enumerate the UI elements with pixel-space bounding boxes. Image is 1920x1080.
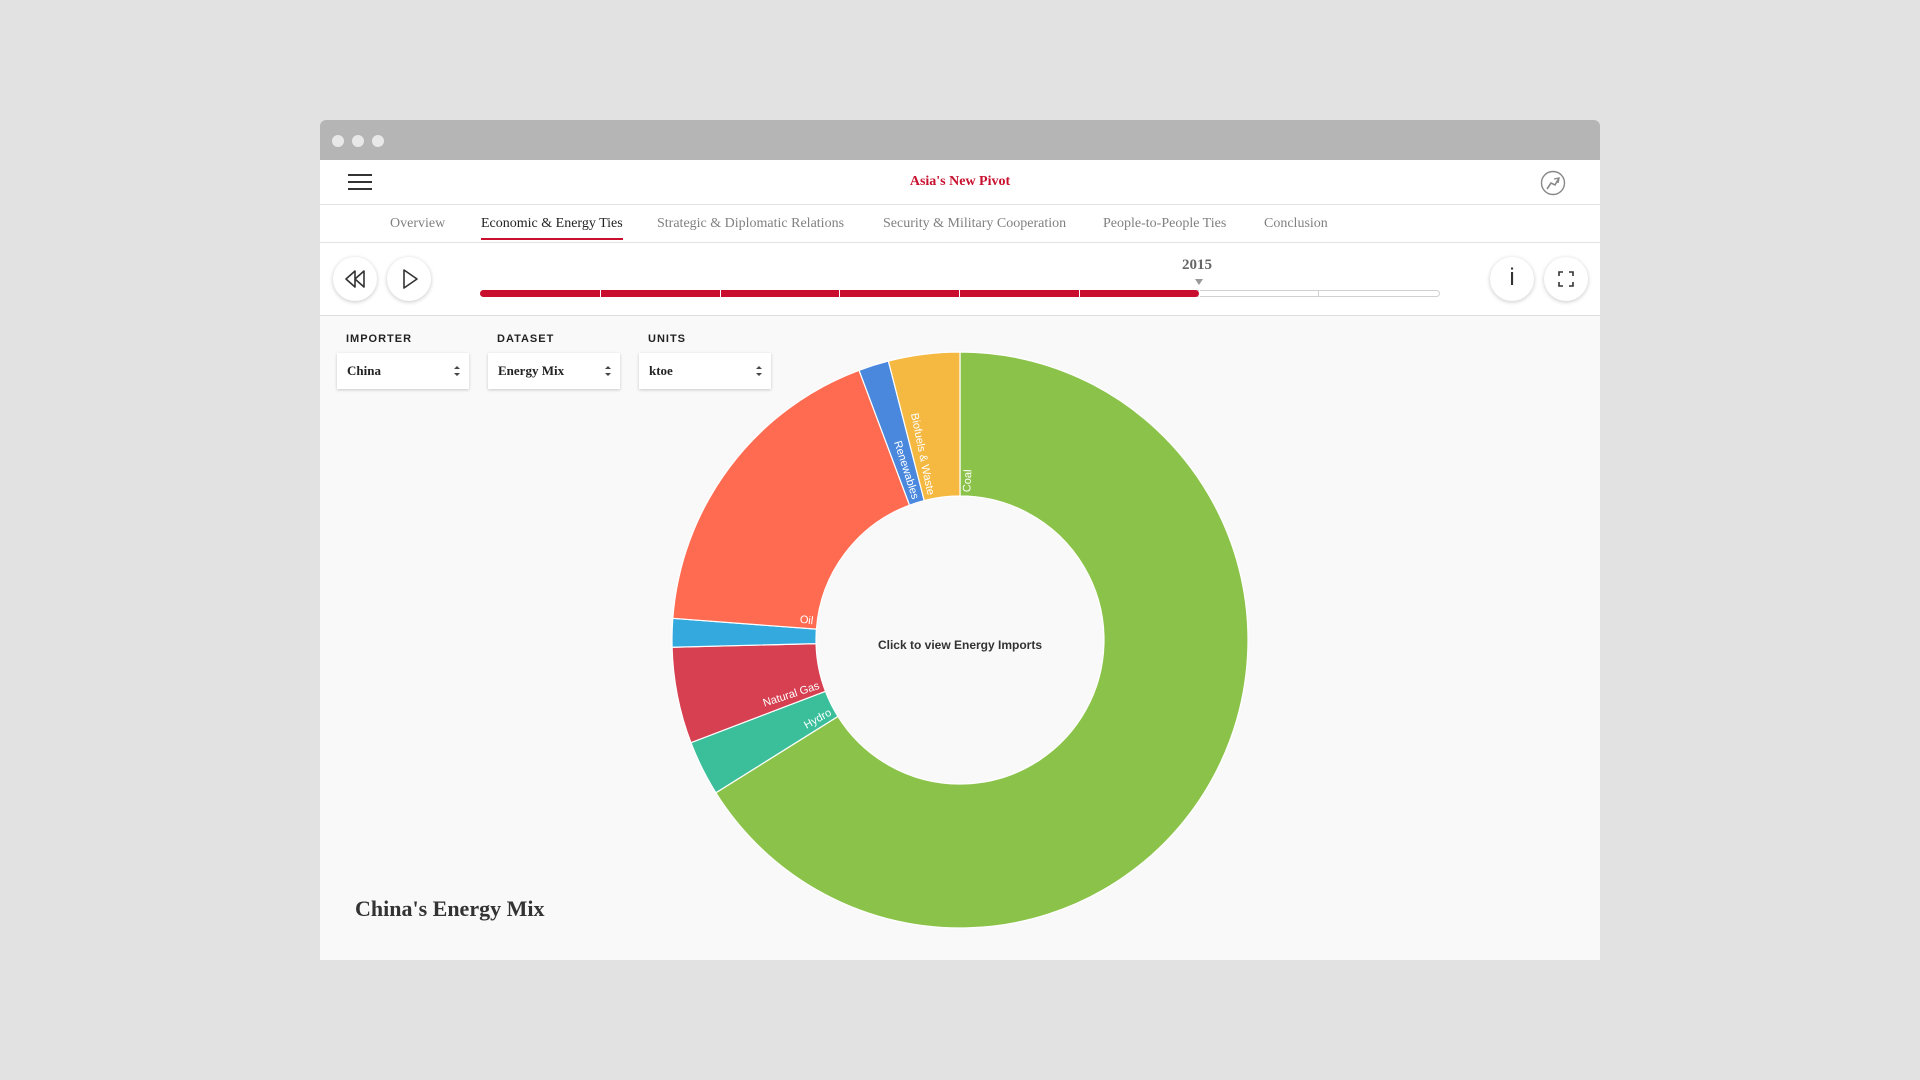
select-arrows-icon — [756, 366, 762, 376]
units-select[interactable]: ktoe — [639, 353, 771, 389]
tab-strategic-diplomatic-relations[interactable]: Strategic & Diplomatic Relations — [657, 216, 845, 231]
play-button[interactable] — [387, 257, 431, 301]
donut-slice[interactable] — [887, 351, 961, 502]
fullscreen-icon — [1558, 271, 1574, 287]
timeline-marker[interactable] — [1195, 279, 1203, 285]
tab-conclusion[interactable]: Conclusion — [1264, 216, 1328, 231]
donut-slice[interactable] — [672, 369, 911, 630]
section-tabs: Overview Economic & Energy Ties Strategi… — [320, 205, 1600, 243]
importer-label: IMPORTER — [346, 333, 413, 345]
chart-title: China's Energy Mix — [355, 896, 545, 921]
playback-controls: 2015 i — [320, 243, 1600, 316]
play-icon — [403, 269, 418, 289]
hamburger-icon[interactable] — [348, 172, 372, 192]
slice-label: Coal — [961, 469, 974, 492]
browser-window: Asia's New Pivot Overview Economic & Ene… — [320, 120, 1600, 960]
fullscreen-button[interactable] — [1544, 257, 1588, 301]
info-button[interactable]: i — [1490, 257, 1534, 301]
slice-label: Oil — [799, 614, 814, 628]
top-bar: Asia's New Pivot — [320, 160, 1600, 205]
info-icon: i — [1509, 264, 1515, 291]
timeline-tick — [1199, 290, 1200, 297]
window-dot[interactable] — [352, 135, 364, 147]
dataset-value: Energy Mix — [498, 363, 565, 378]
tab-people-to-people-ties[interactable]: People-to-People Ties — [1103, 216, 1227, 231]
units-value: ktoe — [649, 363, 673, 378]
chart-area: IMPORTER China DATASET Energy Mix UNITS … — [320, 316, 1600, 960]
tab-overview[interactable]: Overview — [390, 216, 446, 231]
timeline-slider[interactable] — [480, 290, 1440, 297]
rewind-button[interactable] — [333, 257, 377, 301]
select-arrows-icon — [454, 366, 460, 376]
timeline-tick — [600, 290, 601, 297]
select-arrows-icon — [605, 366, 611, 376]
units-label: UNITS — [648, 333, 686, 345]
donut-center-label[interactable]: Click to view Energy Imports — [877, 638, 1043, 652]
dataset-label: DATASET — [497, 333, 555, 345]
importer-value: China — [347, 363, 381, 378]
dataset-select[interactable]: Energy Mix — [488, 353, 620, 389]
window-dot[interactable] — [332, 135, 344, 147]
logo-icon[interactable] — [1540, 170, 1566, 196]
timeline-tick — [959, 290, 960, 297]
window-dot[interactable] — [372, 135, 384, 147]
site-title[interactable]: Asia's New Pivot — [909, 174, 1011, 189]
tab-economic-energy-ties[interactable]: Economic & Energy Ties — [481, 216, 623, 240]
importer-select[interactable]: China — [337, 353, 469, 389]
window-titlebar — [320, 120, 1600, 160]
rewind-icon — [345, 270, 365, 288]
timeline-tick — [720, 290, 721, 297]
current-year-label: 2015 — [1182, 257, 1212, 273]
tab-security-military-cooperation[interactable]: Security & Military Cooperation — [883, 216, 1067, 231]
timeline-tick — [1079, 290, 1080, 297]
timeline-tick — [1318, 290, 1319, 297]
timeline-tick — [839, 290, 840, 297]
donut-slice[interactable] — [715, 351, 1249, 929]
